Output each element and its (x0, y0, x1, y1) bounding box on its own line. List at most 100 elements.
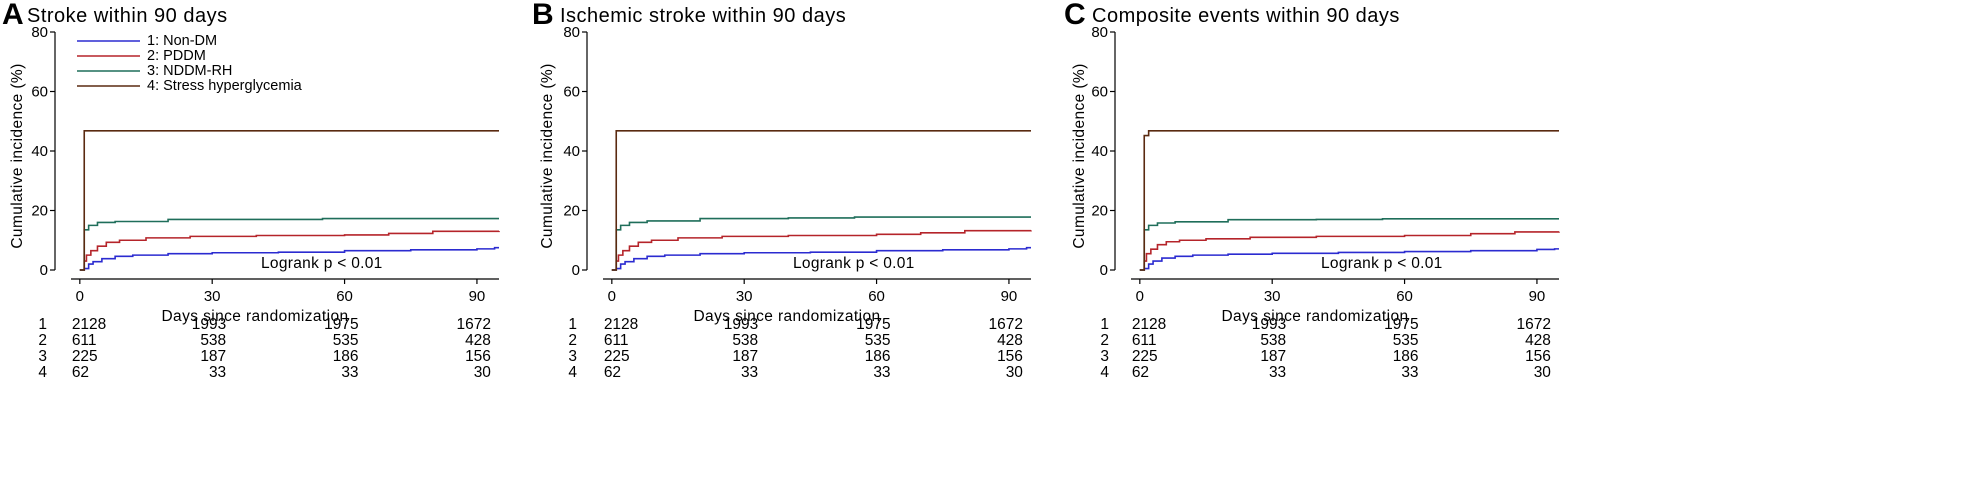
risk-cell: 186 (1393, 348, 1419, 365)
y-tick-label: 0 (1100, 262, 1108, 279)
panel-b: B Ischemic stroke within 90 days 0 20 40 60 80… (532, 0, 1032, 381)
y-axis-title: Cumulative incidence (%) (539, 63, 556, 248)
y-tick-label: 80 (1091, 24, 1108, 41)
risk-cell: 33 (209, 364, 226, 381)
risk-row-label: 1 (568, 316, 577, 333)
series-line-4 (1139, 129, 1559, 271)
x-tick-label: 30 (736, 288, 753, 305)
risk-cell: 187 (200, 348, 226, 365)
risk-row-label: 3 (38, 348, 47, 365)
risk-cell: 538 (200, 332, 226, 349)
risk-cell: 1672 (988, 316, 1022, 333)
risk-cell: 535 (1393, 332, 1419, 349)
risk-cell: 33 (1401, 364, 1418, 381)
risk-row-label: 2 (38, 332, 47, 349)
y-tick-label: 20 (31, 203, 48, 220)
y-tick-label: 80 (563, 24, 580, 41)
series-line-2 (79, 230, 500, 271)
risk-row-label: 2 (568, 332, 577, 349)
risk-row-label: 1 (1100, 316, 1109, 333)
risk-cell: 186 (333, 348, 359, 365)
y-axis-title: Cumulative incidence (%) (1071, 63, 1088, 248)
x-axis-title: Days since randomization (161, 308, 348, 325)
risk-row-label: 2 (1100, 332, 1109, 349)
risk-cell: 62 (72, 364, 89, 381)
y-tick-label: 20 (1091, 203, 1108, 220)
x-axis-title: Days since randomization (693, 308, 880, 325)
legend-entry-1: 1: Non-DM (147, 33, 217, 49)
series-line-2 (1139, 231, 1560, 271)
x-tick-label: 90 (469, 288, 486, 305)
panel-letter: B (532, 0, 554, 31)
risk-cell: 611 (604, 332, 629, 349)
legend-entry-3: 3: NDDM-RH (147, 63, 232, 79)
risk-cell: 535 (333, 332, 359, 349)
y-tick-label: 40 (563, 143, 580, 160)
risk-cell: 1993 (1252, 316, 1286, 333)
y-tick-label: 80 (31, 24, 48, 41)
legend-entry-2: 2: PDDM (147, 48, 206, 64)
risk-cell: 1975 (1384, 316, 1418, 333)
risk-cell: 428 (997, 332, 1023, 349)
risk-cell: 538 (1260, 332, 1286, 349)
series-line-1 (79, 246, 499, 271)
risk-cell: 2128 (604, 316, 638, 333)
series-line-4 (79, 129, 499, 271)
risk-cell: 33 (341, 364, 358, 381)
risk-cell: 611 (1132, 332, 1157, 349)
panel-title: Stroke within 90 days (27, 5, 228, 27)
x-axis-title: Days since randomization (1221, 308, 1408, 325)
series-line-1 (1139, 248, 1559, 271)
series-line-1 (611, 246, 1031, 271)
risk-cell: 62 (604, 364, 621, 381)
risk-row-label: 3 (1100, 348, 1109, 365)
risk-cell: 33 (873, 364, 890, 381)
risk-row-label: 4 (38, 364, 47, 381)
panel-title: Ischemic stroke within 90 days (560, 5, 846, 27)
legend-entry-4: 4: Stress hyperglycemia (147, 78, 303, 94)
y-tick-label: 40 (1091, 143, 1108, 160)
risk-cell: 33 (1269, 364, 1286, 381)
panel-c: C Composite events within 90 days 0 20 40 60 8… (1064, 0, 1560, 381)
series-line-3 (1139, 218, 1559, 271)
risk-cell: 2128 (1132, 316, 1166, 333)
y-tick-label: 0 (572, 262, 580, 279)
risk-row-label: 4 (568, 364, 577, 381)
y-axis-title: Cumulative incidence (%) (9, 63, 26, 248)
risk-cell: 1993 (724, 316, 758, 333)
risk-cell: 1672 (456, 316, 490, 333)
risk-row-label: 3 (568, 348, 577, 365)
risk-cell: 62 (1132, 364, 1149, 381)
risk-cell: 156 (1525, 348, 1551, 365)
risk-cell: 611 (72, 332, 97, 349)
y-tick-label: 60 (1091, 84, 1108, 101)
x-tick-label: 60 (868, 288, 885, 305)
x-tick-label: 30 (1264, 288, 1281, 305)
panel-letter: C (1064, 0, 1086, 31)
risk-cell: 2128 (72, 316, 106, 333)
risk-cell: 30 (474, 364, 492, 381)
risk-cell: 187 (732, 348, 758, 365)
y-tick-label: 40 (31, 143, 48, 160)
y-tick-label: 20 (563, 203, 580, 220)
risk-cell: 30 (1534, 364, 1552, 381)
risk-cell: 1975 (324, 316, 358, 333)
risk-cell: 156 (997, 348, 1023, 365)
risk-cell: 156 (465, 348, 491, 365)
panel-title: Composite events within 90 days (1092, 5, 1400, 27)
y-tick-label: 60 (563, 84, 580, 101)
logrank-annotation: Logrank p < 0.01 (1321, 255, 1443, 272)
logrank-annotation: Logrank p < 0.01 (793, 255, 915, 272)
risk-cell: 225 (604, 348, 630, 365)
risk-cell: 186 (865, 348, 891, 365)
risk-cell: 1993 (192, 316, 226, 333)
risk-cell: 225 (72, 348, 98, 365)
x-tick-label: 60 (1396, 288, 1413, 305)
series-line-3 (611, 216, 1031, 271)
risk-cell: 30 (1006, 364, 1024, 381)
risk-row-label: 4 (1100, 364, 1109, 381)
risk-cell: 428 (1525, 332, 1551, 349)
risk-cell: 428 (465, 332, 491, 349)
